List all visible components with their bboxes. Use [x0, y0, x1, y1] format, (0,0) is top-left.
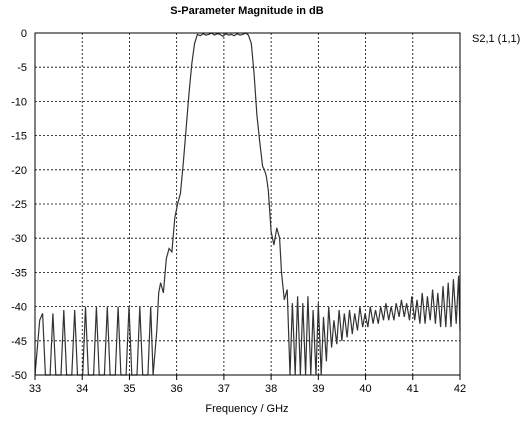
y-tick-label: -30	[11, 233, 27, 245]
y-tick-label: -45	[11, 336, 27, 348]
x-tick-label: 39	[312, 383, 324, 395]
y-tick-label: -15	[11, 131, 27, 143]
y-tick-label: -20	[11, 165, 27, 177]
x-tick-label: 34	[76, 383, 88, 395]
y-tick-label: -40	[11, 302, 27, 314]
x-tick-label: 35	[123, 383, 135, 395]
x-tick-label: 36	[171, 383, 183, 395]
x-axis-ticks: 33 34 35 36 37 38 39 40 41 42	[29, 375, 466, 395]
x-tick-label: 38	[265, 383, 277, 395]
x-tick-label: 37	[218, 383, 230, 395]
x-tick-label: 40	[359, 383, 371, 395]
grid-lines	[35, 33, 460, 375]
x-axis-label: Frequency / GHz	[205, 403, 288, 415]
x-tick-label: 42	[454, 383, 466, 395]
x-tick-label: 33	[29, 383, 41, 395]
y-tick-label: -5	[17, 62, 27, 74]
y-tick-label: 0	[21, 28, 27, 40]
y-tick-label: -10	[11, 96, 27, 108]
y-tick-label: -35	[11, 267, 27, 279]
x-tick-label: 41	[407, 383, 419, 395]
y-axis-ticks: 0 -5 -10 -15 -20 -25 -30 -35 -40 -45 -50	[11, 28, 27, 382]
y-tick-label: -50	[11, 370, 27, 382]
y-tick-label: -25	[11, 199, 27, 211]
plot-frame	[34, 32, 461, 376]
legend-series-label: S2,1 (1,1)	[472, 33, 520, 45]
chart-title: S-Parameter Magnitude in dB	[170, 5, 323, 17]
